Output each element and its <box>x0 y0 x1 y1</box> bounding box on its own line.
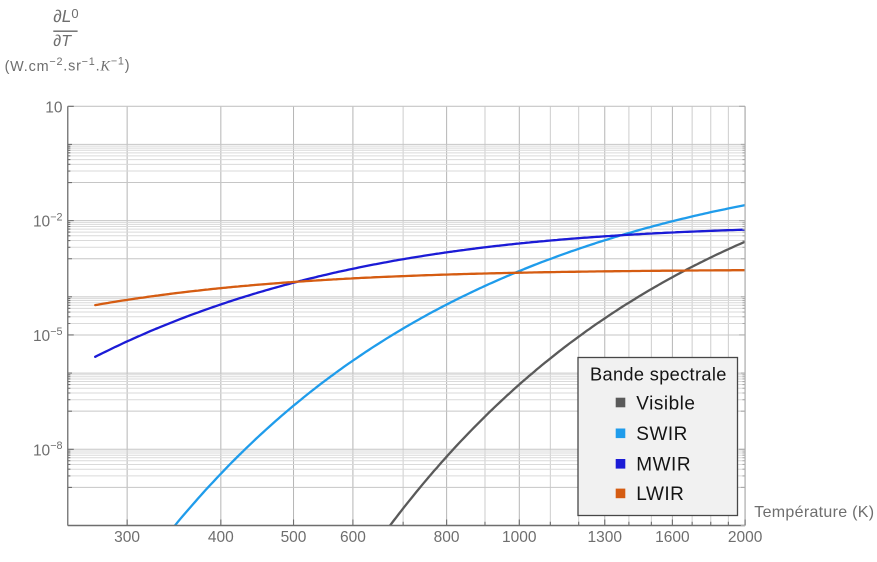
svg-text:1600: 1600 <box>655 529 690 546</box>
svg-text:SWIR: SWIR <box>636 424 688 445</box>
svg-text:∂L0: ∂L0 <box>53 6 78 26</box>
svg-text:2000: 2000 <box>728 529 763 546</box>
svg-text:600: 600 <box>340 529 366 546</box>
svg-text:Visible: Visible <box>636 393 695 414</box>
svg-text:∂T: ∂T <box>53 33 72 50</box>
svg-text:Température (K): Température (K) <box>754 504 874 521</box>
svg-text:10: 10 <box>45 99 63 116</box>
svg-text:MWIR: MWIR <box>636 455 691 476</box>
svg-text:LWIR: LWIR <box>636 484 684 505</box>
svg-text:300: 300 <box>114 529 140 546</box>
svg-text:400: 400 <box>208 529 234 546</box>
svg-text:800: 800 <box>434 529 460 546</box>
svg-text:Bande spectrale: Bande spectrale <box>590 365 727 385</box>
svg-text:500: 500 <box>281 529 307 546</box>
svg-text:1300: 1300 <box>588 529 623 546</box>
svg-text:(W.cm−2.sr−1.K−1): (W.cm−2.sr−1.K−1) <box>5 56 131 75</box>
svg-text:1000: 1000 <box>502 529 537 546</box>
